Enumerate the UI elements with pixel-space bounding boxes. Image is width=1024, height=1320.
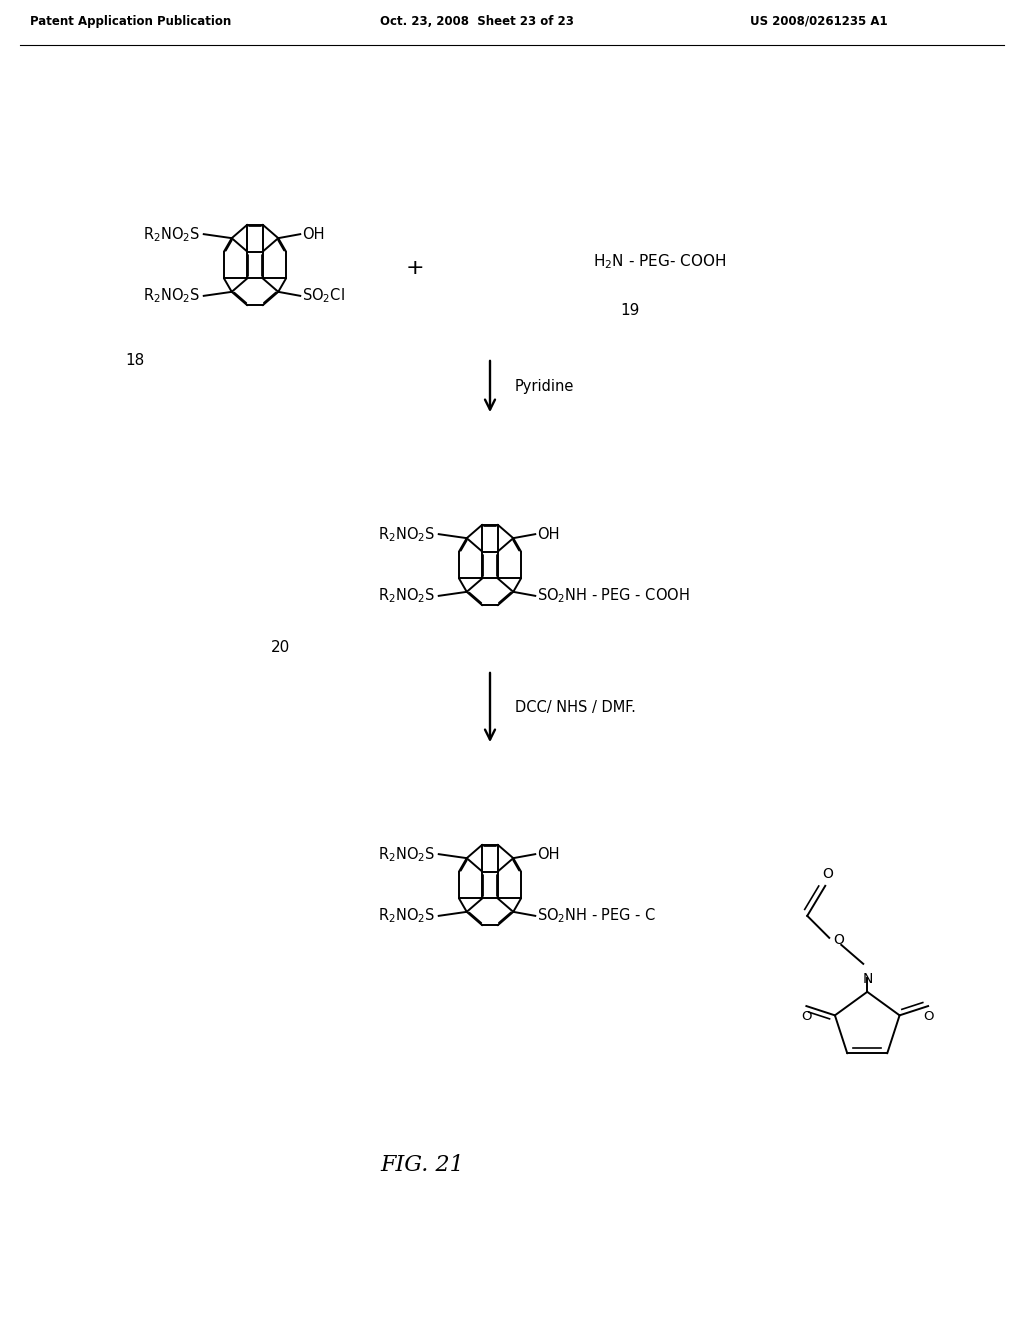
Text: OH: OH xyxy=(538,846,560,862)
Text: N: N xyxy=(863,972,873,986)
Text: OH: OH xyxy=(302,227,325,242)
Text: DCC/ NHS / DMF.: DCC/ NHS / DMF. xyxy=(515,700,636,715)
Text: +: + xyxy=(406,257,424,279)
Text: R$_2$NO$_2$S: R$_2$NO$_2$S xyxy=(143,286,201,305)
Text: SO$_2$NH - PEG - C: SO$_2$NH - PEG - C xyxy=(538,907,656,925)
Text: O: O xyxy=(801,1010,812,1023)
Text: Patent Application Publication: Patent Application Publication xyxy=(30,15,231,28)
Text: R$_2$NO$_2$S: R$_2$NO$_2$S xyxy=(379,907,436,925)
Text: O: O xyxy=(822,867,833,880)
Text: 20: 20 xyxy=(270,640,290,655)
Text: Pyridine: Pyridine xyxy=(515,379,574,393)
Text: 19: 19 xyxy=(621,304,640,318)
Text: R$_2$NO$_2$S: R$_2$NO$_2$S xyxy=(379,525,436,544)
Text: OH: OH xyxy=(538,527,560,541)
Text: O: O xyxy=(834,933,844,946)
Text: H$_2$N - PEG- COOH: H$_2$N - PEG- COOH xyxy=(594,252,727,272)
Text: R$_2$NO$_2$S: R$_2$NO$_2$S xyxy=(379,845,436,863)
Text: US 2008/0261235 A1: US 2008/0261235 A1 xyxy=(750,15,888,28)
Text: SO$_2$NH - PEG - COOH: SO$_2$NH - PEG - COOH xyxy=(538,586,690,605)
Text: R$_2$NO$_2$S: R$_2$NO$_2$S xyxy=(143,224,201,243)
Text: R$_2$NO$_2$S: R$_2$NO$_2$S xyxy=(379,586,436,605)
Text: Oct. 23, 2008  Sheet 23 of 23: Oct. 23, 2008 Sheet 23 of 23 xyxy=(380,15,573,28)
Text: FIG. 21: FIG. 21 xyxy=(380,1154,464,1176)
Text: 18: 18 xyxy=(125,352,144,368)
Text: O: O xyxy=(923,1010,933,1023)
Text: SO$_2$Cl: SO$_2$Cl xyxy=(302,286,345,305)
